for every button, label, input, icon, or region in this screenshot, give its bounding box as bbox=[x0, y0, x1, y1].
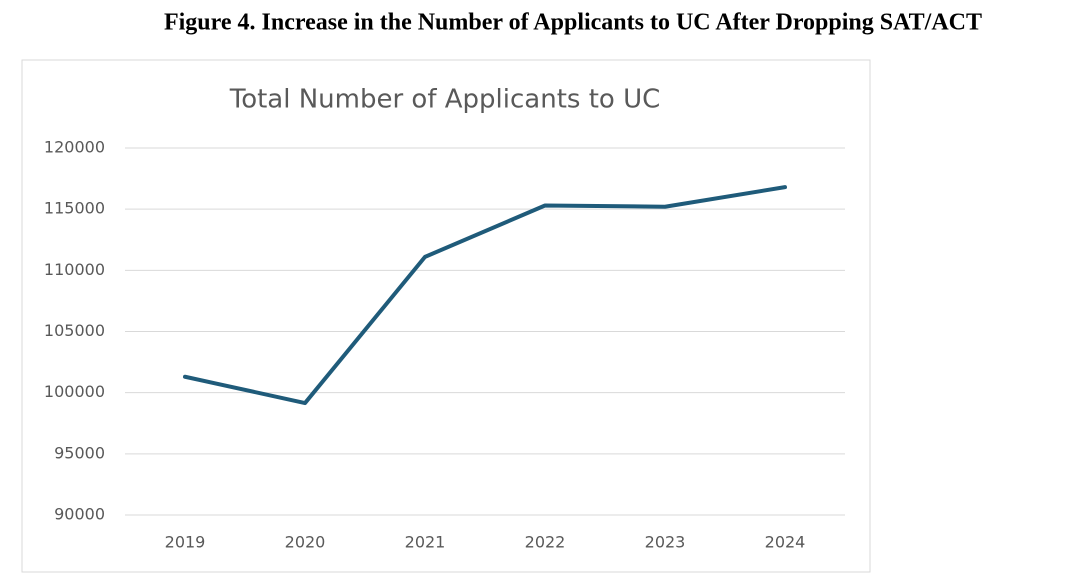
y-tick-label: 100000 bbox=[44, 382, 105, 401]
y-tick-label: 110000 bbox=[44, 260, 105, 279]
data-line bbox=[183, 185, 787, 406]
x-tick-label: 2023 bbox=[645, 533, 686, 552]
y-tick-label: 120000 bbox=[44, 138, 105, 157]
y-tick-label: 95000 bbox=[54, 443, 105, 462]
x-tick-label: 2022 bbox=[525, 533, 566, 552]
chart-frame bbox=[21, 59, 871, 573]
y-tick-label: 105000 bbox=[44, 321, 105, 340]
y-tick-label: 90000 bbox=[54, 505, 105, 524]
x-tick-label: 2021 bbox=[405, 533, 446, 552]
y-tick-label: 115000 bbox=[44, 199, 105, 218]
x-tick-label: 2024 bbox=[765, 533, 806, 552]
chart-title: Total Number of Applicants to UC bbox=[229, 85, 661, 115]
x-tick-label: 2020 bbox=[285, 533, 326, 552]
x-tick-label: 2019 bbox=[165, 533, 206, 552]
figure-caption: Figure 4. Increase in the Number of Appl… bbox=[164, 10, 982, 36]
